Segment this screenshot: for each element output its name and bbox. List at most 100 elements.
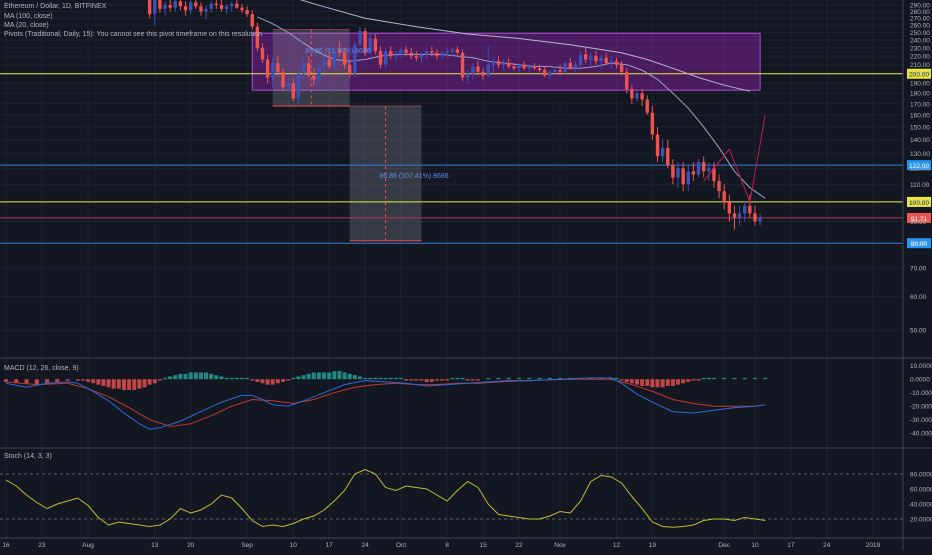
candle-body bbox=[707, 168, 711, 172]
price-tick-label: 170.00 bbox=[910, 101, 930, 108]
indicator-ma100-label[interactable]: MA (100, close) bbox=[4, 13, 53, 20]
macd-histogram-bar bbox=[4, 379, 8, 382]
macd-histogram-bar bbox=[752, 377, 757, 380]
candle-body bbox=[589, 56, 593, 60]
candle-body bbox=[450, 49, 455, 52]
price-tick-label: 260.00 bbox=[910, 23, 930, 30]
candle-body bbox=[389, 51, 393, 57]
macd-histogram-bar bbox=[352, 375, 357, 380]
macd-histogram-bar bbox=[106, 379, 111, 388]
macd-histogram-bar bbox=[742, 377, 747, 380]
candle-body bbox=[599, 57, 603, 62]
macd-histogram-bar bbox=[440, 379, 445, 381]
macd-histogram-bar bbox=[260, 379, 265, 384]
macd-histogram-bar bbox=[157, 379, 162, 381]
candle-body bbox=[214, 3, 219, 6]
indicator-ma20-label[interactable]: MA (20, close) bbox=[4, 22, 49, 29]
macd-histogram-bar bbox=[373, 377, 378, 380]
candle-body bbox=[435, 52, 439, 57]
candle-body bbox=[666, 147, 670, 166]
symbol-title[interactable]: Ethereum / Dollar, 1D, BITFINEX bbox=[4, 3, 107, 10]
candle-body bbox=[527, 66, 531, 69]
candle-body bbox=[507, 62, 511, 67]
time-tick-label: 24 bbox=[361, 542, 369, 549]
macd-pane-label: MACD (12, 26, close, 9) bbox=[4, 365, 79, 372]
candle-body bbox=[153, 0, 157, 15]
macd-histogram-bar bbox=[506, 377, 511, 380]
candle-body bbox=[194, 2, 198, 7]
macd-histogram-bar bbox=[101, 379, 106, 386]
macd-histogram-bar bbox=[445, 379, 450, 381]
price-tick-label: 110.00 bbox=[910, 182, 930, 189]
macd-histogram-bar bbox=[634, 379, 639, 385]
candle-body bbox=[291, 83, 295, 99]
macd-histogram-bar bbox=[183, 373, 188, 380]
level-label: 91.71 bbox=[911, 216, 928, 223]
candle-body bbox=[230, 3, 234, 7]
candle-body bbox=[655, 134, 660, 157]
price-tick-label: 90.00 bbox=[910, 219, 927, 226]
macd-tick-label: -30.0000 bbox=[910, 417, 932, 424]
price-tick-label: 210.00 bbox=[910, 62, 930, 69]
candle-body bbox=[609, 61, 614, 63]
macd-histogram-bar bbox=[588, 377, 593, 380]
macd-tick-label: -40.0000 bbox=[910, 431, 932, 438]
candle-body bbox=[594, 56, 598, 62]
candle-body bbox=[368, 38, 372, 53]
macd-tick-label: 10.0000 bbox=[910, 363, 932, 370]
projection-path[interactable] bbox=[703, 114, 766, 204]
candle-body bbox=[501, 62, 506, 65]
candle-body bbox=[578, 54, 583, 65]
candle-body bbox=[353, 44, 357, 74]
candle-body bbox=[681, 168, 685, 185]
time-tick-label: 2019 bbox=[866, 542, 881, 549]
candle-body bbox=[604, 57, 608, 63]
macd-histogram-bar bbox=[732, 377, 737, 380]
macd-histogram-bar bbox=[55, 379, 60, 382]
macd-histogram-bar bbox=[34, 379, 39, 385]
candle-body bbox=[727, 201, 732, 214]
macd-histogram-bar bbox=[188, 372, 193, 380]
time-tick-label: Oct bbox=[396, 542, 406, 549]
macd-histogram-bar bbox=[419, 379, 424, 381]
macd-histogram-bar bbox=[327, 372, 332, 380]
candle-body bbox=[312, 75, 316, 80]
macd-histogram-bar bbox=[399, 377, 404, 380]
macd-histogram-bar bbox=[527, 377, 532, 380]
candle-body bbox=[758, 217, 762, 222]
price-tick-label: 240.00 bbox=[910, 38, 930, 45]
macd-histogram-bar bbox=[404, 379, 409, 381]
macd-histogram-bar bbox=[301, 375, 306, 380]
macd-histogram-bar bbox=[696, 379, 701, 381]
macd-histogram-bar bbox=[198, 372, 203, 380]
candle-body bbox=[717, 180, 721, 192]
price-tick-label: 180.00 bbox=[910, 91, 930, 98]
level-label-bg bbox=[907, 68, 931, 79]
candle-body bbox=[522, 64, 526, 69]
macd-histogram-bar bbox=[147, 379, 152, 385]
candle-body bbox=[163, 5, 167, 9]
candle-body bbox=[414, 56, 419, 58]
candle-body bbox=[614, 61, 619, 65]
candle-body bbox=[378, 51, 383, 65]
macd-histogram-bar bbox=[429, 379, 434, 382]
candle-body bbox=[486, 64, 490, 76]
resistance-zone[interactable] bbox=[251, 32, 761, 91]
indicator-pivots-label[interactable]: Pivots (Traditional, Daily, 15): You can… bbox=[4, 31, 262, 38]
macd-histogram-bar bbox=[619, 379, 624, 381]
macd-histogram-bar bbox=[65, 379, 70, 381]
level-label: 80.00 bbox=[911, 241, 928, 248]
candle-body bbox=[553, 70, 557, 72]
candle-body bbox=[178, 1, 183, 7]
stoch-tick-label: 60.0000 bbox=[910, 487, 932, 494]
candle-body bbox=[306, 62, 311, 76]
candle-body bbox=[188, 2, 193, 11]
ma20-line bbox=[257, 16, 766, 199]
macd-histogram-bar bbox=[357, 376, 362, 380]
candle-body bbox=[255, 26, 260, 48]
macd-histogram-bar bbox=[388, 377, 393, 380]
time-tick-label: 17 bbox=[326, 542, 334, 549]
macd-histogram-bar bbox=[178, 373, 183, 380]
candle-body bbox=[409, 52, 413, 57]
